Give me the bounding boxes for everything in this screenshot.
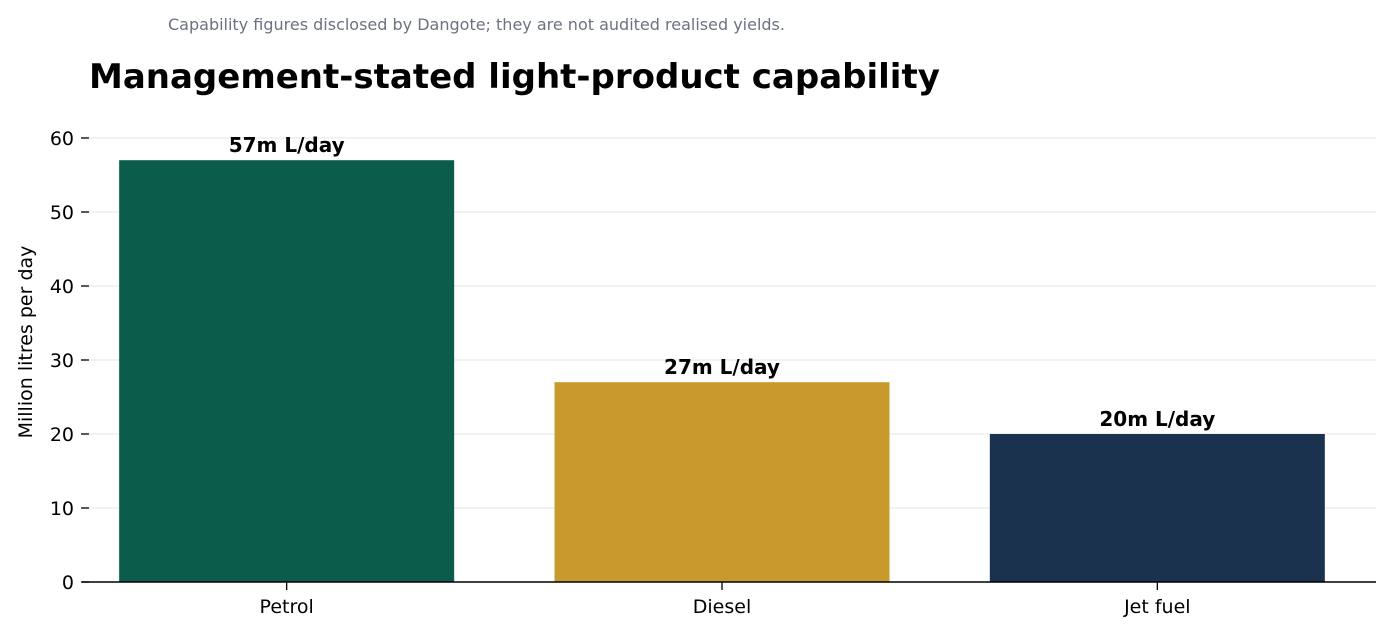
data-label: 57m L/day [229, 133, 345, 157]
axes: 0 10 20 30 40 50 60 Petrol Diesel Jet fuel [50, 128, 1376, 618]
y-tick-label: 10 [50, 498, 74, 520]
chart-title: Management-stated light-product capabili… [89, 57, 940, 97]
bars [119, 160, 1325, 582]
data-label: 20m L/day [1099, 407, 1215, 431]
x-tick-label: Diesel [693, 596, 751, 618]
y-tick-label: 40 [50, 276, 74, 298]
y-tick-label: 0 [62, 572, 74, 594]
y-tick-label: 30 [50, 350, 74, 372]
bar-jet-fuel [989, 434, 1325, 582]
data-labels: 57m L/day 27m L/day 20m L/day [229, 133, 1216, 431]
data-label: 27m L/day [664, 355, 780, 379]
x-tick-label: Jet fuel [1123, 596, 1190, 618]
chart-subtitle: Capability figures disclosed by Dangote;… [168, 15, 785, 34]
bar-diesel [554, 382, 890, 582]
y-tick-label: 60 [50, 128, 74, 150]
x-tick-label: Petrol [260, 596, 314, 618]
y-tick-label: 50 [50, 202, 74, 224]
bar-petrol [119, 160, 455, 582]
y-tick-label: 20 [50, 424, 74, 446]
y-axis-label: Million litres per day [15, 246, 37, 439]
